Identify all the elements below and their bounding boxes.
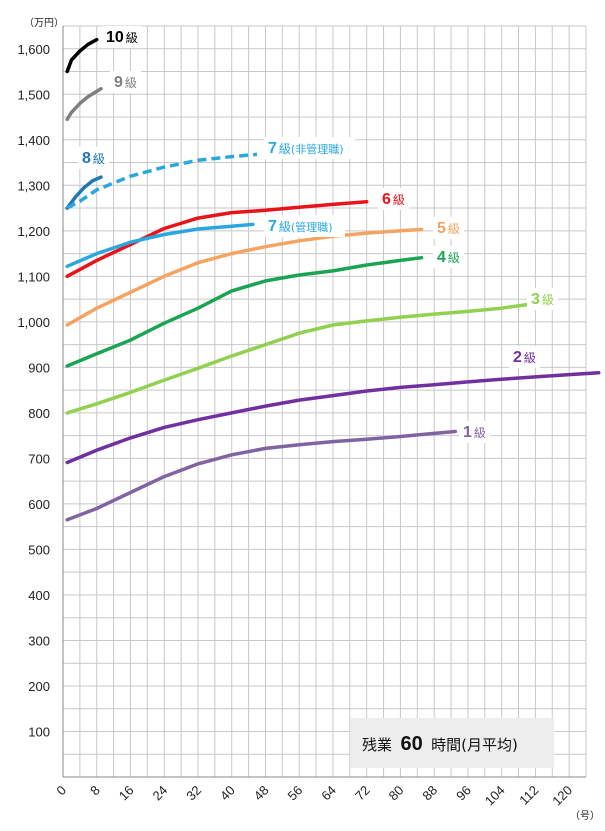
series-line bbox=[66, 152, 258, 210]
y-tick-label: 500 bbox=[28, 542, 50, 557]
note-number: 60 bbox=[400, 733, 422, 755]
series-label-bg bbox=[527, 288, 558, 310]
y-axis-unit: （万円） bbox=[24, 17, 64, 29]
series-label-kyu: 級 bbox=[126, 31, 138, 45]
y-tick-label: 1,000 bbox=[17, 315, 50, 330]
overtime-note: 残業 60 時間(月平均) bbox=[350, 718, 554, 768]
series-label-kyu: 級 bbox=[448, 222, 460, 236]
note-suffix: 時間(月平均) bbox=[431, 736, 518, 754]
y-tick-label: 700 bbox=[28, 451, 50, 466]
svg-text:残業 60 時間(月平均): 残業 60 時間(月平均) bbox=[362, 733, 518, 755]
series-label-bg bbox=[264, 137, 355, 159]
x-axis-unit: （号） bbox=[570, 810, 600, 822]
series-label: 10 級 bbox=[106, 29, 138, 46]
series-label-sub: (非管理職) bbox=[291, 142, 344, 156]
y-tick-label: 1,600 bbox=[17, 42, 50, 57]
y-tick-label: 600 bbox=[28, 497, 50, 512]
series-line bbox=[65, 429, 458, 522]
series-label-bg bbox=[110, 71, 141, 93]
y-tick-label: 1,300 bbox=[17, 178, 50, 193]
y-tick-label: 1,400 bbox=[17, 133, 50, 148]
series-line bbox=[65, 175, 103, 210]
y-tick-label: 200 bbox=[28, 679, 50, 694]
y-tick-label: 1,100 bbox=[17, 269, 50, 284]
series-label-number: 7 bbox=[268, 218, 277, 235]
series-label-kyu: 級 bbox=[93, 152, 105, 166]
series-label-kyu: 級 bbox=[448, 251, 460, 265]
note-prefix: 残業 bbox=[362, 736, 392, 754]
series-label-bg bbox=[459, 421, 490, 443]
series-label-number: 9 bbox=[114, 74, 123, 91]
note-background bbox=[350, 718, 554, 768]
series-label-bg bbox=[378, 188, 409, 210]
series-label: 7 級(非管理職) bbox=[268, 140, 344, 157]
series-label-bg bbox=[433, 217, 464, 239]
series-label-bg bbox=[78, 147, 109, 169]
series-label-number: 10 bbox=[106, 29, 124, 46]
series-line bbox=[65, 222, 255, 269]
series-label-bg bbox=[509, 346, 540, 368]
series-label-number: 1 bbox=[463, 424, 472, 441]
y-tick-label: 100 bbox=[28, 724, 50, 739]
y-tick-label: 900 bbox=[28, 360, 50, 375]
series-label-number: 2 bbox=[513, 349, 522, 366]
series-label-kyu: 級 bbox=[542, 293, 554, 307]
series-line bbox=[65, 87, 103, 122]
series-line bbox=[65, 302, 529, 415]
series-label-kyu: 級 bbox=[524, 351, 536, 365]
y-tick-label: 400 bbox=[28, 588, 50, 603]
series-label-number: 4 bbox=[437, 249, 446, 266]
series-label-number: 5 bbox=[437, 220, 446, 237]
series-label-number: 3 bbox=[531, 291, 540, 308]
series-label-kyu: 級 bbox=[393, 193, 405, 207]
series-label-sub: (管理職) bbox=[291, 220, 333, 234]
y-tick-label: 800 bbox=[28, 406, 50, 421]
series-label-kyu: 級 bbox=[279, 220, 291, 234]
series-line bbox=[65, 37, 99, 74]
series-label-number: 7 bbox=[268, 140, 277, 157]
y-tick-label: 1,200 bbox=[17, 224, 50, 239]
series-line bbox=[65, 255, 424, 368]
series-label-number: 8 bbox=[82, 150, 91, 167]
series-line bbox=[65, 371, 601, 465]
series-label-kyu: 級 bbox=[279, 142, 291, 156]
series-label-number: 6 bbox=[382, 191, 391, 208]
y-tick-label: 1,500 bbox=[17, 87, 50, 102]
series-line bbox=[65, 227, 424, 327]
y-tick-label: 300 bbox=[28, 633, 50, 648]
series-label-kyu: 級 bbox=[474, 426, 486, 440]
series-label-kyu: 級 bbox=[125, 76, 137, 90]
series-label-bg bbox=[433, 246, 464, 268]
series-label-bg bbox=[264, 215, 345, 237]
series-label-bg bbox=[102, 26, 142, 48]
series-label: 7 級(管理職) bbox=[268, 218, 333, 235]
series-line bbox=[65, 199, 369, 279]
